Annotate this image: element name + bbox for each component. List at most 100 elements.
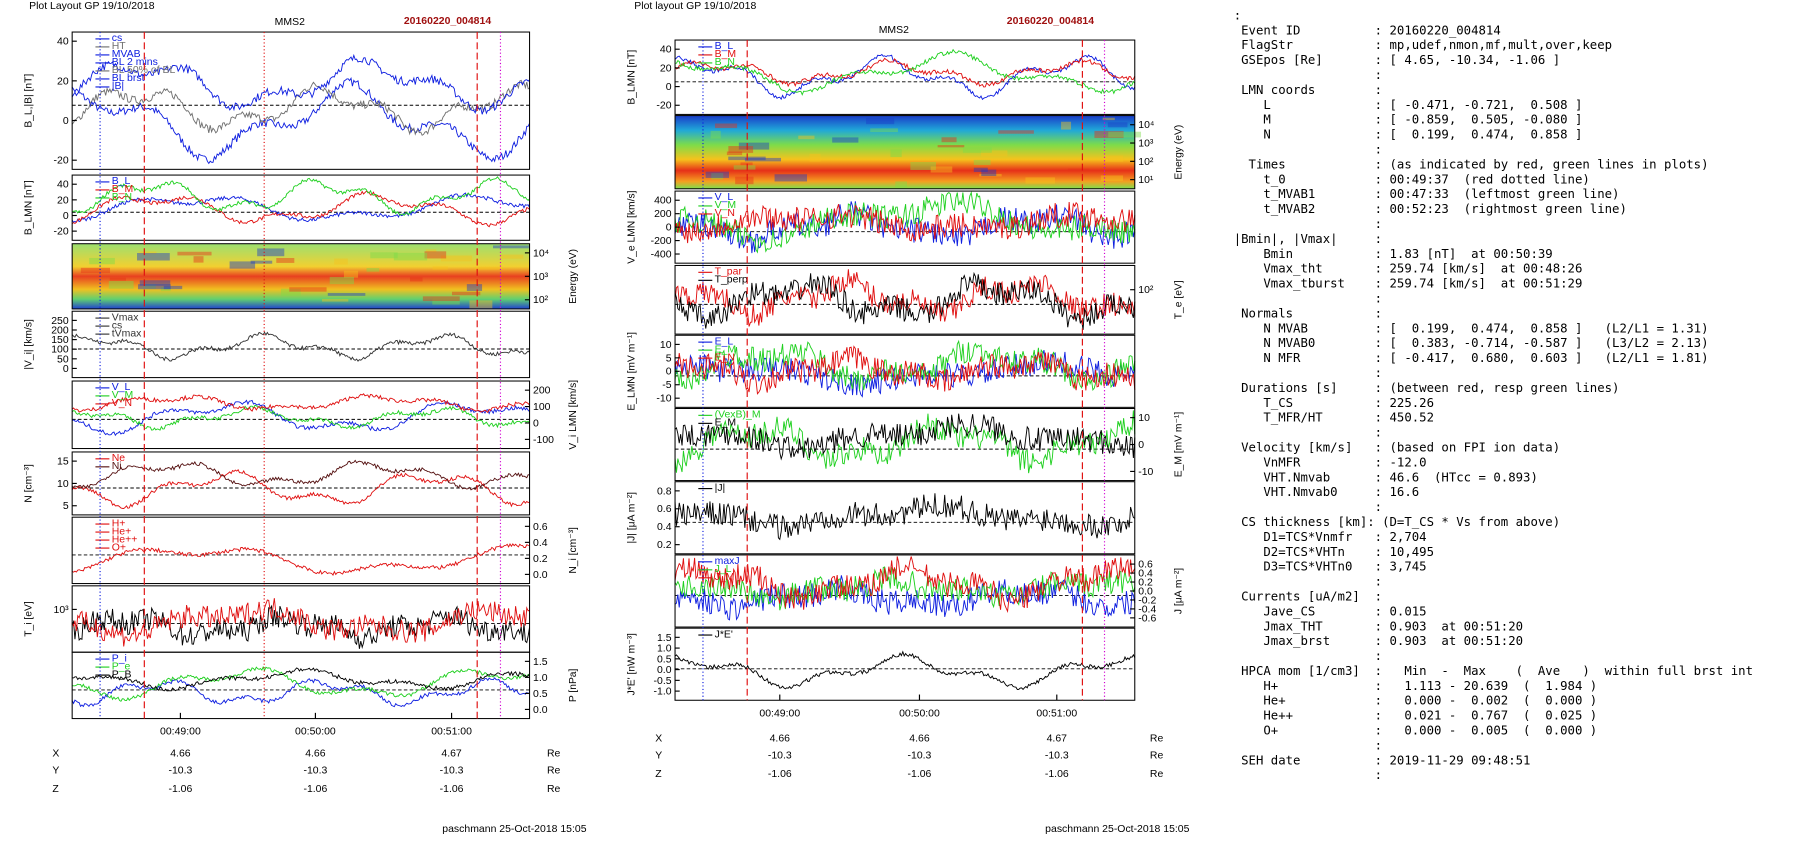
y-tick-label: 0 — [666, 82, 672, 93]
listing-line: Vmax_tht : 259.74 [km/s] at 00:48:26 — [1234, 262, 1583, 276]
y-axis-label: B_LMN [nT] — [23, 180, 34, 235]
spectrogram — [72, 243, 530, 309]
spectrogram-texture — [1067, 168, 1090, 172]
y-tick-label: 20 — [57, 76, 69, 87]
spectrogram-texture — [493, 245, 529, 249]
position-unit: Re — [1150, 751, 1164, 762]
legend-label: Vmax — [112, 312, 140, 323]
y-tick-label: 10⁴ — [533, 248, 549, 259]
spectrogram — [675, 115, 1135, 189]
listing-line: Jmax_brst : 0.903 at 00:51:20 — [1234, 634, 1523, 648]
position-value: -1.06 — [908, 769, 932, 780]
spectrogram-texture — [1100, 175, 1124, 182]
spectrogram-texture — [425, 249, 437, 253]
spectrogram-texture — [163, 285, 183, 290]
position-value: 4.66 — [170, 748, 191, 759]
spectrogram-texture — [424, 251, 447, 259]
listing-line: |Bmin|, |Vmax| : — [1234, 232, 1382, 246]
legend-label: |B| — [112, 81, 124, 92]
legend-label: BL 50% of BL — [112, 65, 176, 76]
trace — [72, 667, 530, 692]
listing-line: Velocity [km/s] : (based on FPI ion data… — [1234, 441, 1560, 455]
legend-label: MVAB — [112, 49, 141, 60]
trace — [71, 79, 530, 136]
y-tick-label: 10⁴ — [1138, 120, 1154, 131]
spacecraft: MMS2 — [275, 17, 305, 28]
y-tick-label: 150 — [51, 335, 69, 346]
listing-line: Jmax_THT : 0.903 at 00:51:20 — [1234, 619, 1523, 633]
y-tick-label: 100 — [533, 402, 551, 413]
position-value: -1.06 — [303, 784, 327, 795]
listing-line: : — [1234, 768, 1382, 782]
x-tick-label: 00:50:00 — [295, 727, 336, 738]
listing-line: : — [1234, 68, 1382, 82]
legend-label: V_N — [715, 208, 735, 219]
panel-frame — [71, 310, 531, 379]
listing-line: : — [1234, 426, 1382, 440]
listing-line: t_0 : 00:49:37 (red dotted line) — [1234, 172, 1590, 186]
spectrogram-texture — [139, 280, 171, 286]
y-axis-label: T_i [eV] — [23, 601, 34, 637]
spectrogram-texture — [733, 165, 756, 170]
trace — [72, 665, 530, 702]
trace — [674, 57, 1136, 88]
spectrogram-texture — [250, 260, 273, 264]
listing-line: : — [1234, 366, 1382, 380]
y-tick-label: -20 — [54, 227, 69, 238]
legend-label: E_M — [715, 344, 737, 355]
plot-header: Plot Layout GP 19/10/2018 — [29, 1, 155, 12]
y-tick-label: 0.2 — [533, 554, 548, 565]
spectrogram-texture — [1105, 155, 1124, 162]
spectrogram-texture — [711, 173, 724, 180]
y-axis-label: V_e LMN [km/s] — [626, 190, 637, 263]
y-tick-label: 40 — [57, 180, 69, 191]
y-tick-label: 0 — [1138, 440, 1144, 451]
position-label: Y — [52, 766, 59, 777]
trace — [71, 404, 530, 431]
spectrogram-texture — [715, 123, 738, 129]
trace — [71, 76, 530, 165]
listing-line: : — [1234, 292, 1382, 306]
spectrogram-texture — [500, 254, 524, 259]
spectrogram-texture — [257, 248, 285, 257]
trace — [674, 413, 1136, 461]
spectrogram-texture — [80, 267, 111, 274]
footer: paschmann 25-Oct-2018 15:05 — [442, 824, 586, 835]
spectrogram-texture — [744, 157, 782, 162]
legend-label: J_L — [715, 564, 732, 575]
listing-line: M : [ -0.859, 0.505, -0.080 ] — [1234, 113, 1583, 127]
y-tick-label: 10² — [1138, 285, 1154, 296]
listing-line: L : [ -0.471, -0.721, 0.508 ] — [1234, 98, 1583, 112]
spectrogram-texture — [973, 159, 991, 165]
legend-label: E_N — [715, 352, 735, 363]
trace — [674, 575, 1136, 621]
listing-line: VHT.Nmvab : 46.6 (HTcc = 0.893) — [1234, 470, 1538, 484]
y-tick-label: 10² — [533, 295, 549, 306]
y-tick-label: 0 — [666, 367, 672, 378]
spectrogram-texture — [998, 130, 1034, 134]
y-tick-label: 0 — [533, 418, 539, 429]
position-label: Z — [52, 784, 59, 795]
spectrogram-texture — [705, 171, 730, 178]
y-tick-label: -0.5 — [654, 676, 672, 687]
legend-label: V_M — [112, 390, 134, 401]
position-label: X — [655, 734, 662, 745]
legend-label: T_perp — [715, 275, 748, 286]
footer: paschmann 25-Oct-2018 15:05 — [1045, 824, 1189, 835]
y-tick-label: 10¹ — [1138, 175, 1154, 186]
y-tick-label: 0 — [63, 116, 69, 127]
listing-line: : — [1234, 9, 1241, 23]
y-tick-label: 10³ — [54, 605, 70, 616]
listing-line: GSEpos [Re] : [ 4.65, -10.34, -1.06 ] — [1234, 53, 1560, 67]
spectrogram-texture — [108, 280, 134, 289]
y-tick-label: 200 — [533, 386, 551, 397]
position-value: -1.06 — [1045, 769, 1069, 780]
listing-line: Jave_CS : 0.015 — [1234, 604, 1427, 618]
legend-label: V_N — [112, 398, 132, 409]
spectrogram-texture — [774, 174, 808, 182]
position-label: X — [52, 748, 59, 759]
y-tick-label: 0.2 — [657, 540, 672, 551]
y-tick-label: 0.0 — [533, 570, 548, 581]
spectrogram-texture — [710, 130, 721, 139]
